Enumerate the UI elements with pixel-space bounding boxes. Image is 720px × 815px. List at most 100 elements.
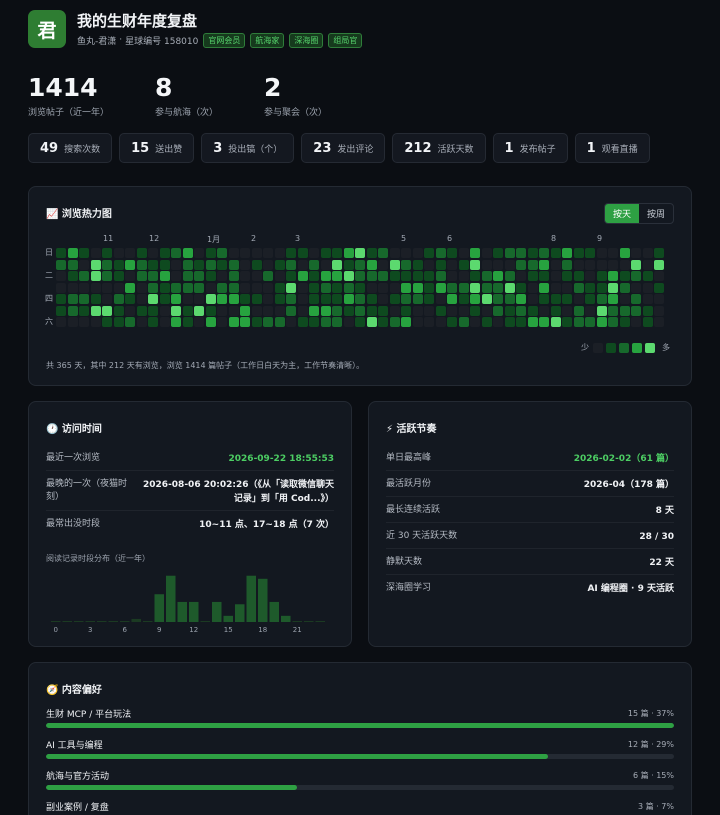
heatmap-cell <box>274 282 285 293</box>
rhythm-title: ⚡ 活跃节奏 <box>386 424 437 435</box>
heatmap-cell <box>286 248 296 258</box>
preference-bar-fill <box>46 785 298 790</box>
heatmap-cell <box>527 294 538 304</box>
heatmap-cell <box>228 282 239 293</box>
hourly-distribution-chart: 0 3 6 9 12 15 18 21 <box>51 575 325 634</box>
row-value: 2026-04（178 篇） <box>583 480 674 490</box>
preference-bar-fill <box>46 723 674 728</box>
heatmap-cell <box>90 282 101 293</box>
heatmap-legend: 少 多 <box>577 342 674 353</box>
separator: · <box>119 35 123 45</box>
row-frequent-time: 最常出没时段 10~11 点、17~18 点（7 次） <box>46 518 334 532</box>
heatmap-cell <box>148 259 158 270</box>
heatmap-cell <box>56 294 66 304</box>
hour-bar <box>97 621 107 622</box>
heatmap-cell <box>378 282 388 293</box>
heatmap-cell <box>516 259 526 270</box>
heatmap-cell <box>493 259 503 270</box>
heatmap-cell <box>56 282 66 293</box>
heatmap-cell <box>125 282 135 293</box>
row-key: 单日最高峰 <box>386 453 432 463</box>
heatmap-cell <box>516 317 526 327</box>
heatmap-cell <box>343 305 354 316</box>
page-title: 我的生财年度复盘 <box>77 11 198 30</box>
heatmap-cell <box>447 271 457 281</box>
heatmap-cell <box>631 271 641 281</box>
hour-bar <box>292 621 302 622</box>
toggle-by-week[interactable]: 按周 <box>646 210 665 220</box>
stat-posts-viewed: 1414 浏览帖子（近一年） <box>28 73 109 118</box>
row-key: 近 30 天活跃天数 <box>386 531 458 541</box>
preference-meta: 12 篇 · 29% <box>627 740 674 749</box>
stat-active-days: 212 活跃天数 <box>392 133 486 163</box>
month-label: 8 <box>551 234 557 243</box>
heatmap-cell <box>481 294 492 304</box>
heatmap-cell <box>355 294 365 304</box>
heatmap-cell <box>148 282 158 293</box>
heatmap-cell <box>332 305 342 316</box>
heatmap-cell <box>527 305 538 316</box>
stat-value: 1 <box>586 140 596 156</box>
day-label: 四 <box>45 294 53 303</box>
heatmap-cell <box>159 271 170 281</box>
hour-bar <box>189 601 199 622</box>
heatmap-cell <box>504 282 515 293</box>
heatmap-cell <box>527 271 538 281</box>
heatmap-cell <box>631 282 641 293</box>
heatmap-cell <box>470 317 480 327</box>
heatmap-cell <box>194 259 204 270</box>
stat-label: 参与航海（次） <box>155 108 219 118</box>
heatmap-cell <box>332 282 342 293</box>
heatmap-summary: 共 365 天，其中 212 天有浏览，浏览 1414 篇帖子（工作日白天为主，… <box>46 361 365 370</box>
heatmap-cell <box>654 294 664 304</box>
heatmap-cell <box>297 282 308 293</box>
stat-picks-given: 3 投出镐（个） <box>201 133 295 163</box>
heatmap-cell <box>309 259 319 270</box>
stat-value: 49 <box>40 140 59 156</box>
heatmap-cell <box>458 294 469 304</box>
hour-bar <box>108 621 118 622</box>
preference-bar-track <box>46 785 674 790</box>
preference-bar-fill <box>46 754 549 759</box>
heatmap-cell <box>332 317 342 327</box>
heatmap-cell <box>389 317 400 327</box>
heatmap-cell <box>527 317 538 327</box>
heatmap-cell <box>562 259 572 270</box>
heatmap-cell <box>113 248 124 258</box>
heatmap-cell <box>401 317 411 327</box>
preference-meta: 3 篇 · 7% <box>638 802 674 811</box>
day-label: 六 <box>45 317 53 326</box>
row-peak-day: 单日最高峰 2026-02-02（61 篇） <box>386 452 674 466</box>
hour-bar <box>212 601 222 622</box>
toggle-by-day[interactable]: 按天 <box>604 204 639 223</box>
hour-bar <box>258 578 268 622</box>
legend-swatch <box>632 342 642 353</box>
stat-label: 发布帖子 <box>519 144 556 155</box>
heatmap-cell <box>481 248 492 258</box>
month-label: 2 <box>251 234 257 243</box>
heatmap-cell <box>79 294 89 304</box>
heatmap-cell <box>205 282 216 293</box>
heatmap-cell <box>263 259 273 270</box>
heatmap-cell <box>171 248 181 258</box>
hour-bar <box>281 615 291 622</box>
heatmap-cell <box>240 305 250 316</box>
hour-tick-label: 12 <box>189 626 198 634</box>
content-preference-card: 🧭 内容偏好 生财 MCP / 平台玩法 15 篇 · 37% AI 工具与编程… <box>28 662 692 815</box>
stat-label: 参与聚会（次） <box>264 108 328 118</box>
heatmap-cell <box>642 259 653 270</box>
heatmap-cell <box>378 305 388 316</box>
heatmap-cell <box>102 248 112 258</box>
heatmap-cell <box>240 259 250 270</box>
heatmap-cell <box>481 271 492 281</box>
heatmap-cell <box>378 271 388 281</box>
heatmap-cell <box>562 305 572 316</box>
heatmap-cell <box>159 248 170 258</box>
heatmap-cell <box>251 259 262 270</box>
heatmap-cell <box>619 259 630 270</box>
month-label: 5 <box>401 234 407 243</box>
hour-bar <box>131 618 141 622</box>
legend-high-label: 多 <box>662 343 670 352</box>
heatmap-cell <box>79 317 89 327</box>
row-key: 深海圈学习 <box>386 583 432 593</box>
